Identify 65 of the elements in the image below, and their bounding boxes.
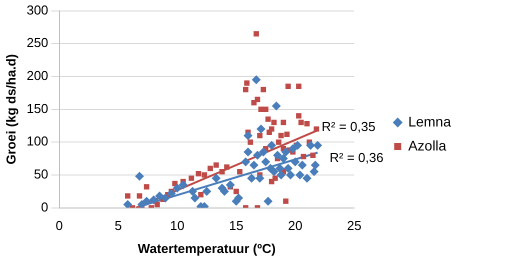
point (255, 174, 264, 183)
x-tick-label: 0 (56, 218, 63, 234)
legend-label: Azolla (408, 137, 447, 154)
y-tick-label: 200 (26, 68, 48, 84)
point (310, 167, 319, 176)
point (272, 102, 281, 111)
point (252, 75, 261, 84)
y-tick-label: 0 (41, 199, 48, 214)
point (155, 191, 164, 200)
point (267, 140, 276, 150)
y-tick-label: 50 (34, 166, 48, 182)
legend-label: Lemna (408, 113, 452, 130)
point (295, 170, 304, 180)
y-tick-label: 250 (26, 35, 48, 50)
point (212, 174, 221, 183)
y-axis-title: Groei (kg ds/ha.d) (3, 54, 18, 165)
annotation: R² = 0,35 (322, 118, 376, 134)
point (190, 193, 200, 202)
point (264, 196, 273, 206)
point (290, 157, 300, 166)
point (310, 160, 320, 170)
point (288, 144, 298, 154)
point (202, 186, 212, 196)
point (313, 140, 322, 150)
point (286, 170, 295, 180)
point (142, 196, 152, 206)
point (249, 160, 258, 170)
point (281, 147, 290, 156)
point (302, 174, 312, 183)
point (298, 160, 307, 170)
x-tick-label: 20 (288, 218, 302, 234)
point (244, 131, 253, 140)
point (261, 157, 270, 166)
x-tick-label: 10 (170, 218, 184, 234)
point (226, 180, 235, 190)
x-tick-label: 25 (346, 218, 362, 234)
x-axis-title: Watertemperatuur (ºC) (138, 240, 276, 256)
point (247, 174, 256, 183)
point (244, 147, 253, 156)
point (149, 195, 158, 204)
point (293, 140, 302, 150)
point (278, 154, 288, 164)
y-tick-label: 300 (26, 2, 48, 18)
y-tick-label: 100 (26, 134, 48, 149)
point (256, 124, 266, 134)
point (284, 164, 293, 173)
point (275, 164, 284, 173)
point (188, 186, 198, 196)
point (123, 200, 132, 208)
point (252, 150, 262, 160)
point (135, 172, 144, 181)
x-tick-label: 15 (229, 218, 244, 234)
point (241, 157, 250, 166)
point (269, 167, 278, 176)
point (166, 188, 176, 198)
point (258, 147, 268, 156)
x-tick-label: 5 (114, 218, 122, 234)
point (178, 180, 188, 190)
y-tick-label: 150 (26, 100, 48, 116)
point (160, 193, 170, 202)
point (306, 140, 316, 150)
point (273, 150, 282, 160)
annotation: R² = 0,36 (330, 150, 384, 166)
point (276, 170, 286, 180)
point (172, 184, 182, 193)
